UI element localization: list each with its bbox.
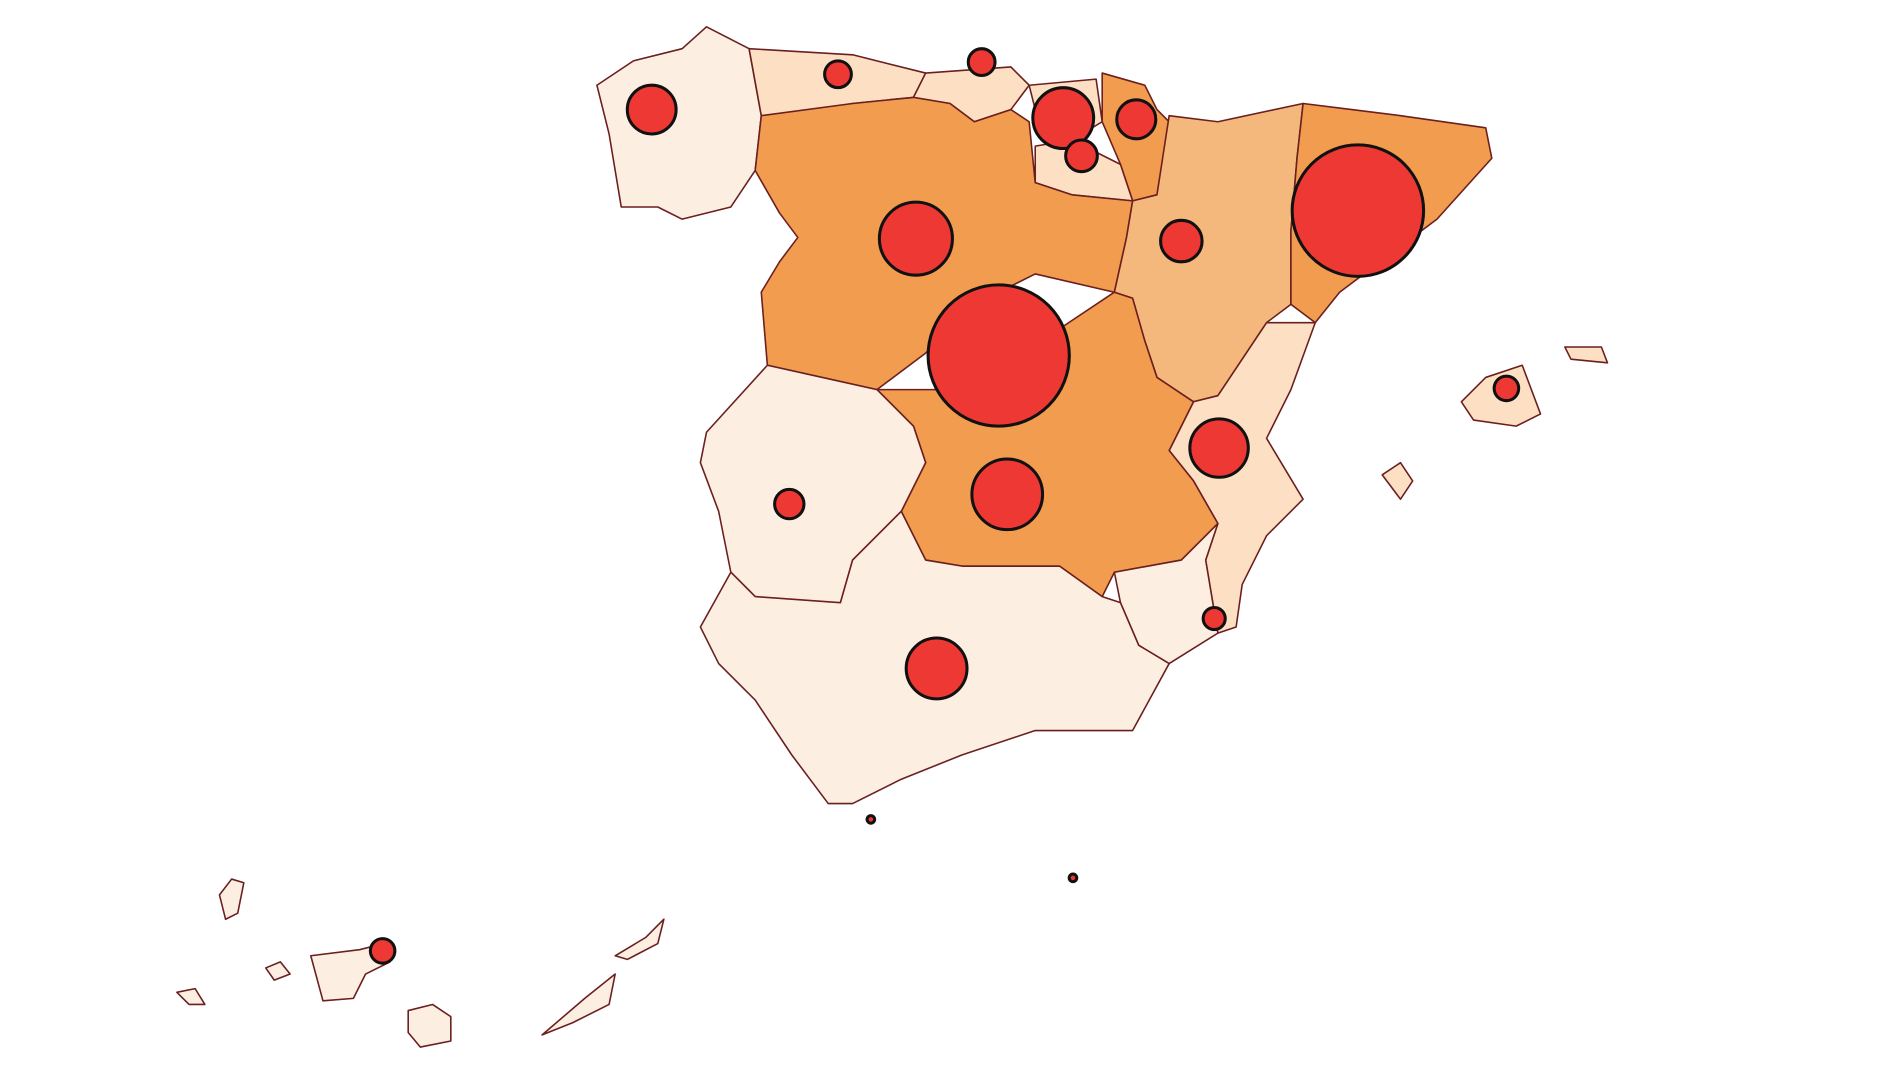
bubble (773, 487, 806, 521)
bubble (926, 283, 1071, 428)
region (407, 1003, 452, 1048)
bubble (966, 47, 997, 78)
bubbles (368, 47, 1521, 965)
bubble (1159, 218, 1204, 264)
bubble (970, 457, 1045, 532)
bubble (877, 200, 954, 277)
bubble (865, 814, 877, 825)
region (310, 942, 391, 1002)
regions (176, 25, 1609, 1048)
region (614, 918, 665, 961)
bubble (1188, 417, 1250, 479)
region (176, 987, 206, 1006)
bubble (1201, 605, 1227, 632)
region (596, 25, 763, 220)
bubble (1492, 374, 1521, 403)
bubble (904, 636, 969, 701)
bubble (1067, 872, 1079, 884)
bubble (1115, 98, 1158, 141)
region (1381, 461, 1414, 500)
bubble (1031, 86, 1096, 151)
bubble (1290, 143, 1426, 278)
bubble (625, 83, 678, 136)
region (218, 878, 245, 921)
bubble (823, 59, 853, 90)
region (1564, 346, 1609, 364)
bubble (1064, 138, 1099, 174)
region (264, 961, 291, 981)
region (541, 973, 616, 1036)
bubble (368, 937, 397, 965)
